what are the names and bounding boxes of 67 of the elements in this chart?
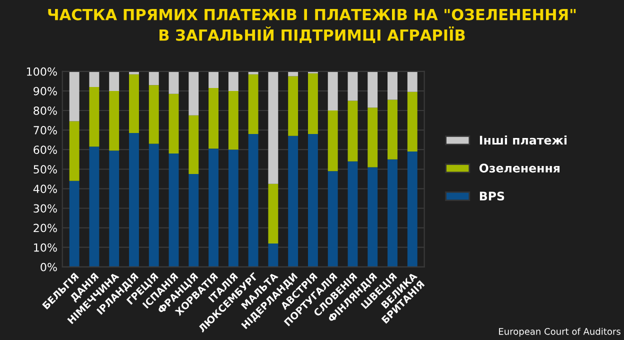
bar [69,71,80,122]
bar [388,71,398,100]
bar [388,159,398,267]
bar [288,136,298,267]
bar [109,150,120,267]
bar [388,100,398,160]
legend-label: Інші платежі [480,135,567,145]
y-tick-label: 50% [34,165,57,174]
bar [208,71,219,88]
bar [148,71,159,86]
y-tick-label: 10% [34,243,57,252]
bar [407,92,418,152]
bar [288,76,298,136]
bar [268,71,278,184]
bar [148,85,159,144]
bar [208,88,219,149]
bar [168,71,179,94]
bar [348,100,358,162]
bar [268,243,278,267]
bar [348,161,358,267]
chart-title: ЧАСТКА ПРЯМИХ ПЛАТЕЖІВ І ПЛАТЕЖІВ НА "ОЗЕЛЕНЕННЯ" В ЗАГАЛЬНІЙ ПІДТРИМЦІ АГРАРІЇВ [48,8,576,44]
bar [328,171,338,267]
bar [69,121,80,181]
bar [308,134,318,267]
bar [248,134,258,267]
bar [109,71,120,91]
bar [228,71,238,91]
bar [89,146,100,267]
bar [188,115,199,174]
y-tick-label: 100% [26,67,57,76]
bar [288,71,298,76]
bar [228,90,238,150]
y-tick-label: 0% [40,262,57,272]
bar [368,167,378,267]
y-tick-label: 20% [34,224,57,232]
bar [407,152,418,267]
bar [188,71,199,116]
y-tick-label: 80% [34,106,57,115]
bar [188,174,199,267]
bar [268,184,278,244]
bar [109,90,120,151]
legend-label: Озеленення [479,164,560,173]
bar [148,144,159,267]
bar [69,180,80,267]
y-tick-label: 90% [34,86,57,96]
bar [328,110,338,172]
bar [129,132,139,267]
y-tick-label: 60% [34,146,57,154]
bar [89,87,100,147]
bar [208,148,219,267]
bar [89,71,100,88]
bar [228,150,238,267]
bar [168,94,179,154]
bar [407,71,418,92]
y-tick-label: 30% [34,204,57,213]
bar [248,74,258,134]
y-tick-label: 40% [33,184,57,194]
bar [129,74,139,133]
bar [328,71,338,110]
bar [348,71,358,101]
text: European Court of Auditors [499,328,620,337]
bar [368,71,378,108]
bar [168,154,179,267]
legend-label: BPS [480,192,504,201]
bar [308,73,318,134]
y-tick-label: 70% [34,126,57,134]
bar [368,108,378,168]
